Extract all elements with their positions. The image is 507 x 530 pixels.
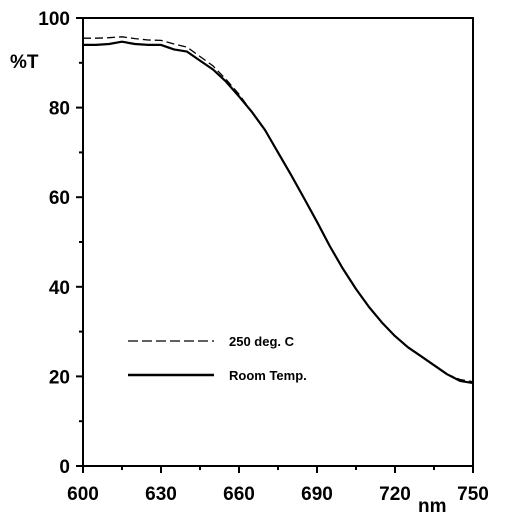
x-tick-label: 660: [223, 484, 255, 505]
legend-label: 250 deg. C: [229, 334, 295, 349]
y-tick-label: 40: [49, 278, 70, 299]
legend-label: Room Temp.: [229, 368, 307, 383]
y-tick-label: 60: [49, 188, 70, 209]
x-axis-label: nm: [418, 496, 447, 517]
y-tick-label: 80: [49, 99, 70, 120]
x-tick-label: 750: [457, 484, 489, 505]
x-tick-label: 720: [379, 484, 411, 505]
x-tick-label: 690: [301, 484, 333, 505]
series-line-dashed: [83, 36, 474, 383]
y-tick-label: 20: [49, 367, 70, 388]
x-tick-label: 600: [67, 484, 99, 505]
tick-labels: 0 20 40 60 80 100 600 630 660 690 720 750: [38, 9, 489, 505]
series-lines: [83, 36, 474, 385]
y-axis-label: %T: [10, 52, 39, 73]
x-tick-label: 630: [145, 484, 177, 505]
plot-frame: [82, 17, 474, 467]
axis-ticks: [76, 17, 474, 473]
legend[interactable]: 250 deg. C Room Temp.: [128, 334, 307, 383]
series-line-solid: [83, 40, 474, 385]
y-tick-label: 0: [59, 457, 70, 478]
y-tick-label: 100: [38, 9, 70, 30]
